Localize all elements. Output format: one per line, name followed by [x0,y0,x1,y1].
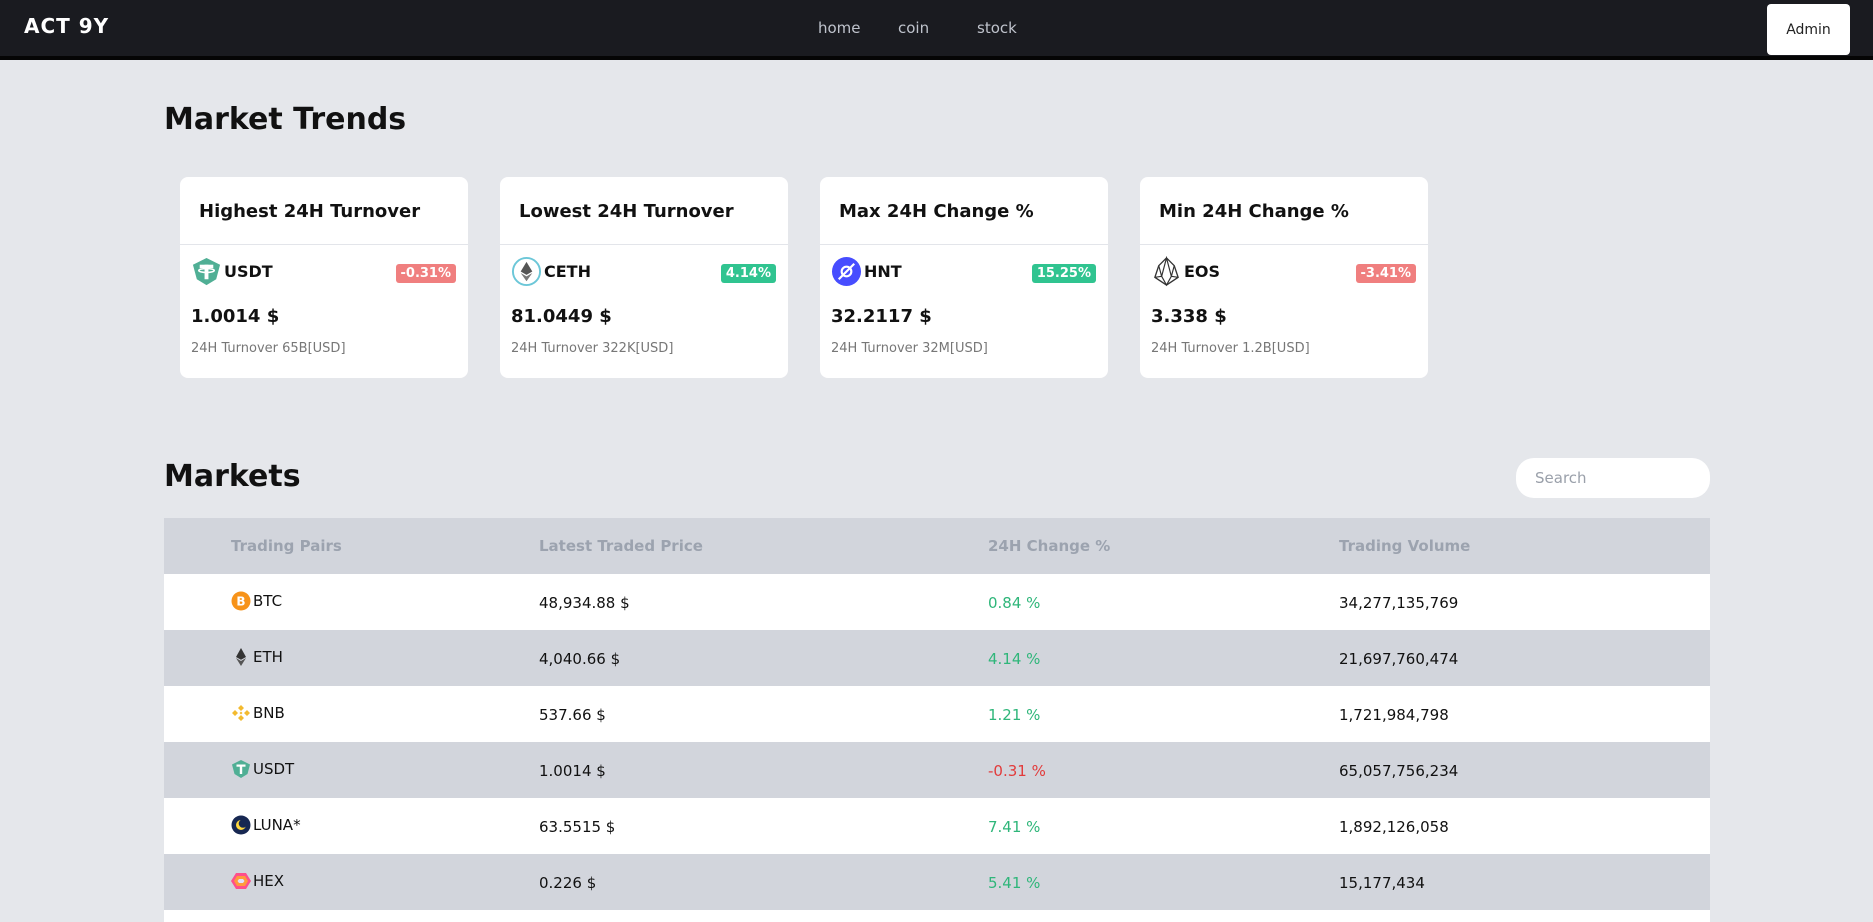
markets-title: Markets [164,459,301,494]
ethereum-icon [236,648,246,666]
pair-symbol: BTC [253,592,283,610]
table-header: Trading Pairs Latest Traded Price 24H Ch… [164,518,1710,574]
logo[interactable]: ACT 9Y [24,14,110,38]
price-cell: 63.5515 $ [539,818,616,836]
card-symbol: CETH [544,262,591,281]
trend-card-lowest-turnover[interactable]: Lowest 24H Turnover CETH 4.14% 81.0449 $… [500,177,788,378]
column-header-change[interactable]: 24H Change % [988,537,1111,555]
hex-icon [231,873,251,889]
table-row[interactable]: LUNA* 63.5515 $ 7.41 % 1,892,126,058 [164,798,1710,854]
column-header-volume[interactable]: Trading Volume [1339,537,1471,555]
card-turnover: 24H Turnover 1.2B[USD] [1151,341,1310,356]
volume-cell: 34,277,135,769 [1339,594,1459,612]
search-input[interactable] [1516,458,1710,498]
change-cell: 7.41 % [988,818,1041,836]
top-navbar: ACT 9Y home coin stock Admin [0,0,1873,60]
trend-card-max-change[interactable]: Max 24H Change % HNT 15.25% 32.2117 $ 24… [820,177,1108,378]
tether-icon [232,760,250,778]
nav-link-coin[interactable]: coin [898,19,930,37]
price-cell: 1.0014 $ [539,762,606,780]
change-badge: 15.25% [1031,264,1096,283]
volume-cell: 15,177,434 [1339,874,1425,892]
terra-icon [231,815,251,835]
tether-icon [192,257,221,286]
table-row[interactable]: USDT 1.0014 $ -0.31 % 65,057,756,234 [164,742,1710,798]
change-badge: -0.31% [395,264,456,283]
price-cell: 48,934.88 $ [539,594,630,612]
pair-symbol: USDT [253,760,295,778]
binance-icon [232,705,250,721]
column-header-pairs[interactable]: Trading Pairs [231,537,342,555]
pair-symbol: LUNA* [253,816,301,834]
pair-symbol: ETH [253,648,283,666]
card-price: 81.0449 $ [511,306,612,327]
trend-card-min-change[interactable]: Min 24H Change % EOS -3.41% 3.338 $ 24H … [1140,177,1428,378]
card-symbol: HNT [864,262,902,281]
change-cell: -0.31 % [988,762,1046,780]
card-turnover: 24H Turnover 32M[USD] [831,341,988,356]
card-price: 3.338 $ [1151,306,1227,327]
card-symbol: EOS [1184,262,1221,281]
change-cell: 4.14 % [988,650,1041,668]
table-row[interactable]: BNB 537.66 $ 1.21 % 1,721,984,798 [164,686,1710,742]
bitcoin-icon: B [231,591,251,611]
market-trends-title: Market Trends [164,102,407,137]
eos-icon [1154,256,1179,287]
markets-table: Trading Pairs Latest Traded Price 24H Ch… [164,518,1710,922]
change-badge: -3.41% [1355,264,1416,283]
volume-cell: 1,721,984,798 [1339,706,1449,724]
change-cell: 0.84 % [988,594,1041,612]
table-row[interactable]: HEX 0.226 $ 5.41 % 15,177,434 [164,854,1710,910]
pair-symbol: BNB [253,704,285,722]
card-heading: Lowest 24H Turnover [500,177,788,245]
card-heading: Highest 24H Turnover [180,177,468,245]
trend-card-highest-turnover[interactable]: Highest 24H Turnover USDT -0.31% 1.0014 … [180,177,468,378]
card-heading: Max 24H Change % [820,177,1108,245]
price-cell: 537.66 $ [539,706,606,724]
nav-link-home[interactable]: home [818,19,861,37]
column-header-price[interactable]: Latest Traded Price [539,537,703,555]
ceth-icon [511,256,542,287]
pair-symbol: HEX [253,872,285,890]
volume-cell: 21,697,760,474 [1339,650,1459,668]
card-turnover: 24H Turnover 65B[USD] [191,341,346,356]
card-price: 32.2117 $ [831,306,932,327]
change-cell: 1.21 % [988,706,1041,724]
table-row[interactable]: B BTC 48,934.88 $ 0.84 % 34,277,135,769 [164,574,1710,630]
table-row[interactable]: ETH 4,040.66 $ 4.14 % 21,697,760,474 [164,630,1710,686]
helium-icon [831,256,862,287]
card-symbol: USDT [224,262,273,281]
change-cell: 5.41 % [988,874,1041,892]
price-cell: 0.226 $ [539,874,597,892]
card-price: 1.0014 $ [191,306,280,327]
card-heading: Min 24H Change % [1140,177,1428,245]
table-row[interactable] [164,910,1710,922]
volume-cell: 1,892,126,058 [1339,818,1449,836]
change-badge: 4.14% [720,264,776,283]
nav-link-stock[interactable]: stock [977,19,1017,37]
volume-cell: 65,057,756,234 [1339,762,1459,780]
price-cell: 4,040.66 $ [539,650,621,668]
svg-text:B: B [236,595,245,609]
card-turnover: 24H Turnover 322K[USD] [511,341,674,356]
admin-button[interactable]: Admin [1767,4,1850,55]
